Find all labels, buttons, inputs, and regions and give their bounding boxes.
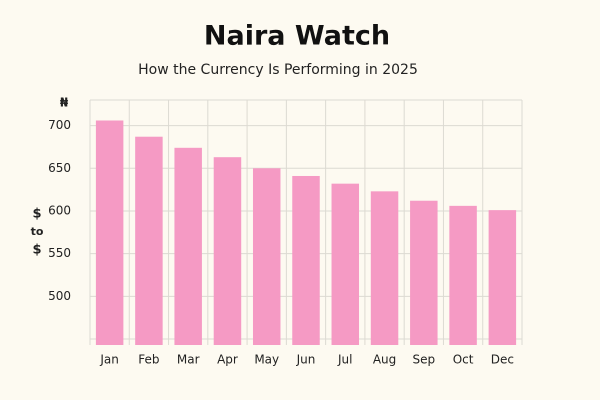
y-label: $ [32, 243, 41, 258]
bar [449, 205, 477, 345]
y-tick-label: 500 [48, 289, 71, 303]
y-label: $ [32, 207, 41, 222]
bar [135, 136, 163, 345]
y-tick-label: 550 [48, 246, 71, 260]
chart-subtitle: How the Currency Is Performing in 2025 [138, 62, 418, 78]
y-label: to [31, 225, 44, 238]
bar [292, 175, 320, 345]
bar [95, 120, 124, 345]
x-tick-label: Jul [337, 353, 352, 367]
x-tick-label: Apr [217, 353, 238, 367]
x-tick-label: Jun [296, 353, 316, 367]
x-tick-label: Oct [453, 353, 474, 367]
bar [488, 210, 517, 345]
y-tick-label: 650 [48, 161, 71, 175]
bar [213, 157, 242, 345]
y-unit: ₦ [60, 96, 69, 110]
y-tick-label: 600 [48, 203, 71, 217]
x-tick-label: Feb [138, 353, 159, 367]
x-tick-label: Sep [413, 353, 436, 367]
y-tick-label: 700 [48, 118, 71, 132]
bar [252, 168, 281, 345]
x-tick-label: Aug [373, 353, 396, 367]
bar [370, 191, 399, 345]
bar [331, 183, 360, 345]
bar [174, 147, 202, 345]
x-tick-label: Dec [491, 353, 514, 367]
bar [410, 200, 438, 345]
x-tick-label: May [254, 353, 279, 367]
x-tick-label: Mar [177, 353, 200, 367]
x-tick-label: Jan [99, 353, 119, 367]
chart-title: Naira Watch [204, 21, 390, 52]
